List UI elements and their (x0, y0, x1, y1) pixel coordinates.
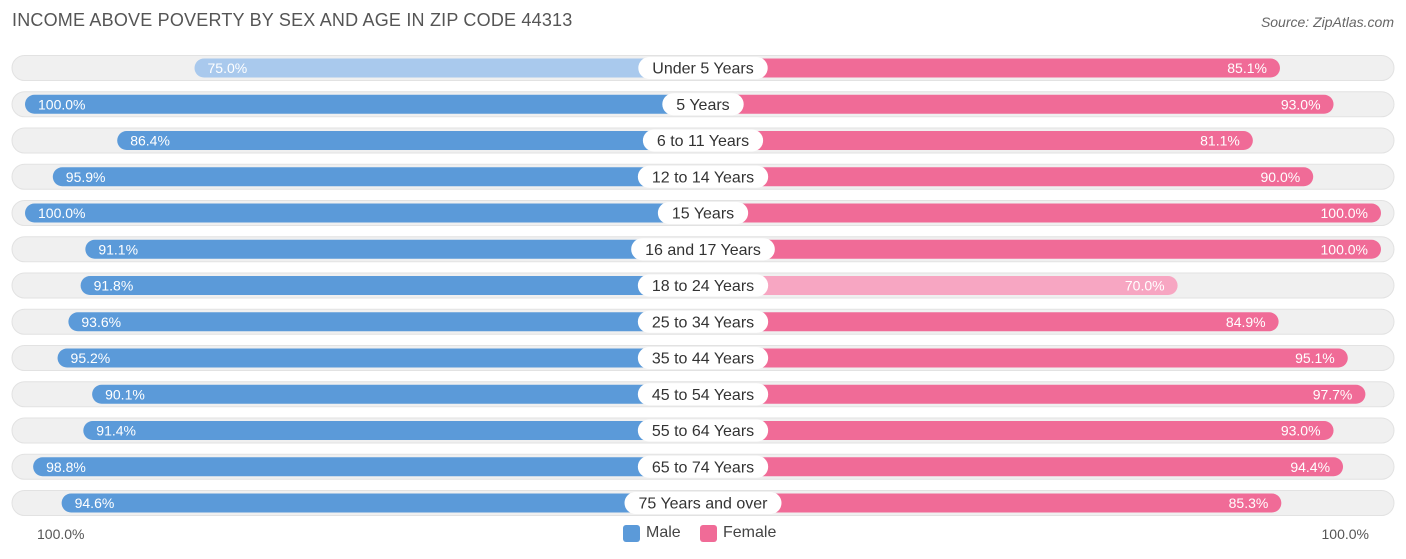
male-bar (52, 167, 704, 187)
female-bar (703, 276, 1178, 295)
male-value-label: 95.9% (66, 169, 106, 185)
male-value-label: 75.0% (208, 60, 248, 76)
female-value-label: 95.1% (1295, 350, 1335, 366)
category-label: 18 to 24 Years (652, 278, 754, 295)
female-value-label: 81.1% (1200, 133, 1240, 149)
female-bar (703, 239, 1381, 259)
male-value-label: 93.6% (81, 314, 121, 330)
male-bar (92, 384, 703, 404)
category-pill (662, 93, 744, 116)
male-value-label: 91.8% (94, 278, 134, 294)
axis-right-label: 100.0% (1321, 526, 1369, 542)
female-bar (703, 312, 1279, 332)
female-bar (703, 421, 1334, 440)
male-value-label: 100.0% (38, 205, 85, 221)
female-bar (703, 167, 1314, 187)
male-bar (85, 239, 704, 259)
category-pill (624, 492, 782, 514)
category-pill (631, 238, 775, 261)
legend-label-female: Female (723, 524, 777, 541)
female-value-label: 97.7% (1313, 386, 1353, 402)
axis-left-label: 100.0% (37, 526, 85, 542)
category-pill (638, 57, 768, 79)
chart-title: INCOME ABOVE POVERTY BY SEX AND AGE IN Z… (12, 10, 573, 30)
female-value-label: 85.1% (1227, 60, 1267, 76)
category-label: 65 to 74 Years (652, 459, 754, 476)
category-label: 25 to 34 Years (652, 314, 754, 331)
chart-source: Source: ZipAtlas.com (1260, 14, 1394, 30)
category-label: 12 to 14 Years (652, 169, 754, 186)
male-value-label: 91.1% (98, 241, 138, 257)
male-bar (25, 203, 703, 223)
category-label: 55 to 64 Years (652, 423, 754, 440)
category-label: 16 and 17 Years (645, 242, 761, 259)
female-bar (703, 493, 1282, 513)
male-bar (83, 421, 704, 440)
female-value-label: 100.0% (1321, 205, 1368, 221)
category-label: 75 Years and over (639, 496, 769, 513)
legend-label-male: Male (646, 524, 681, 541)
male-value-label: 100.0% (38, 96, 85, 112)
legend: Male Female (0, 524, 1406, 544)
category-pill (637, 383, 769, 406)
male-bar (57, 348, 703, 368)
female-value-label: 84.9% (1226, 314, 1266, 330)
category-label: 5 Years (676, 97, 729, 114)
male-bar (33, 457, 704, 477)
category-label: 6 to 11 Years (657, 133, 749, 150)
category-label: Under 5 Years (652, 61, 753, 78)
category-label: 45 to 54 Years (652, 387, 754, 404)
male-value-label: 91.4% (96, 423, 136, 439)
legend-swatch-female (700, 524, 717, 542)
category-label: 15 Years (672, 206, 734, 223)
category-pill (637, 310, 769, 333)
category-pill (657, 202, 749, 224)
female-bar (703, 203, 1381, 223)
male-bar (68, 312, 704, 332)
female-bar (703, 457, 1344, 477)
category-label: 35 to 44 Years (652, 351, 754, 368)
female-bar (703, 348, 1348, 368)
female-bar (703, 58, 1280, 78)
category-pill (642, 129, 764, 152)
female-value-label: 93.0% (1281, 423, 1321, 439)
female-value-label: 93.0% (1281, 96, 1321, 112)
male-value-label: 90.1% (105, 386, 145, 402)
male-bar (25, 94, 703, 114)
female-value-label: 85.3% (1229, 495, 1269, 511)
female-value-label: 90.0% (1260, 169, 1300, 185)
legend-item-female: Female (700, 524, 776, 542)
male-value-label: 98.8% (46, 459, 86, 475)
female-value-label: 100.0% (1321, 241, 1368, 257)
male-value-label: 95.2% (71, 350, 111, 366)
legend-item-male: Male (623, 524, 681, 542)
category-pill (637, 419, 769, 442)
female-value-label: 94.4% (1290, 459, 1330, 475)
male-bar (117, 131, 703, 150)
category-pill (637, 347, 769, 369)
male-bar (80, 276, 703, 295)
male-bar (194, 58, 703, 78)
male-bar (61, 493, 703, 513)
category-pill (637, 165, 769, 188)
male-value-label: 94.6% (75, 495, 115, 511)
female-bar (703, 131, 1253, 150)
female-bar (703, 94, 1334, 114)
category-pill (637, 274, 769, 297)
female-bar (703, 384, 1366, 404)
category-pill (637, 455, 769, 478)
legend-swatch-male (623, 524, 640, 542)
male-value-label: 86.4% (130, 133, 170, 149)
female-value-label: 70.0% (1125, 278, 1165, 294)
